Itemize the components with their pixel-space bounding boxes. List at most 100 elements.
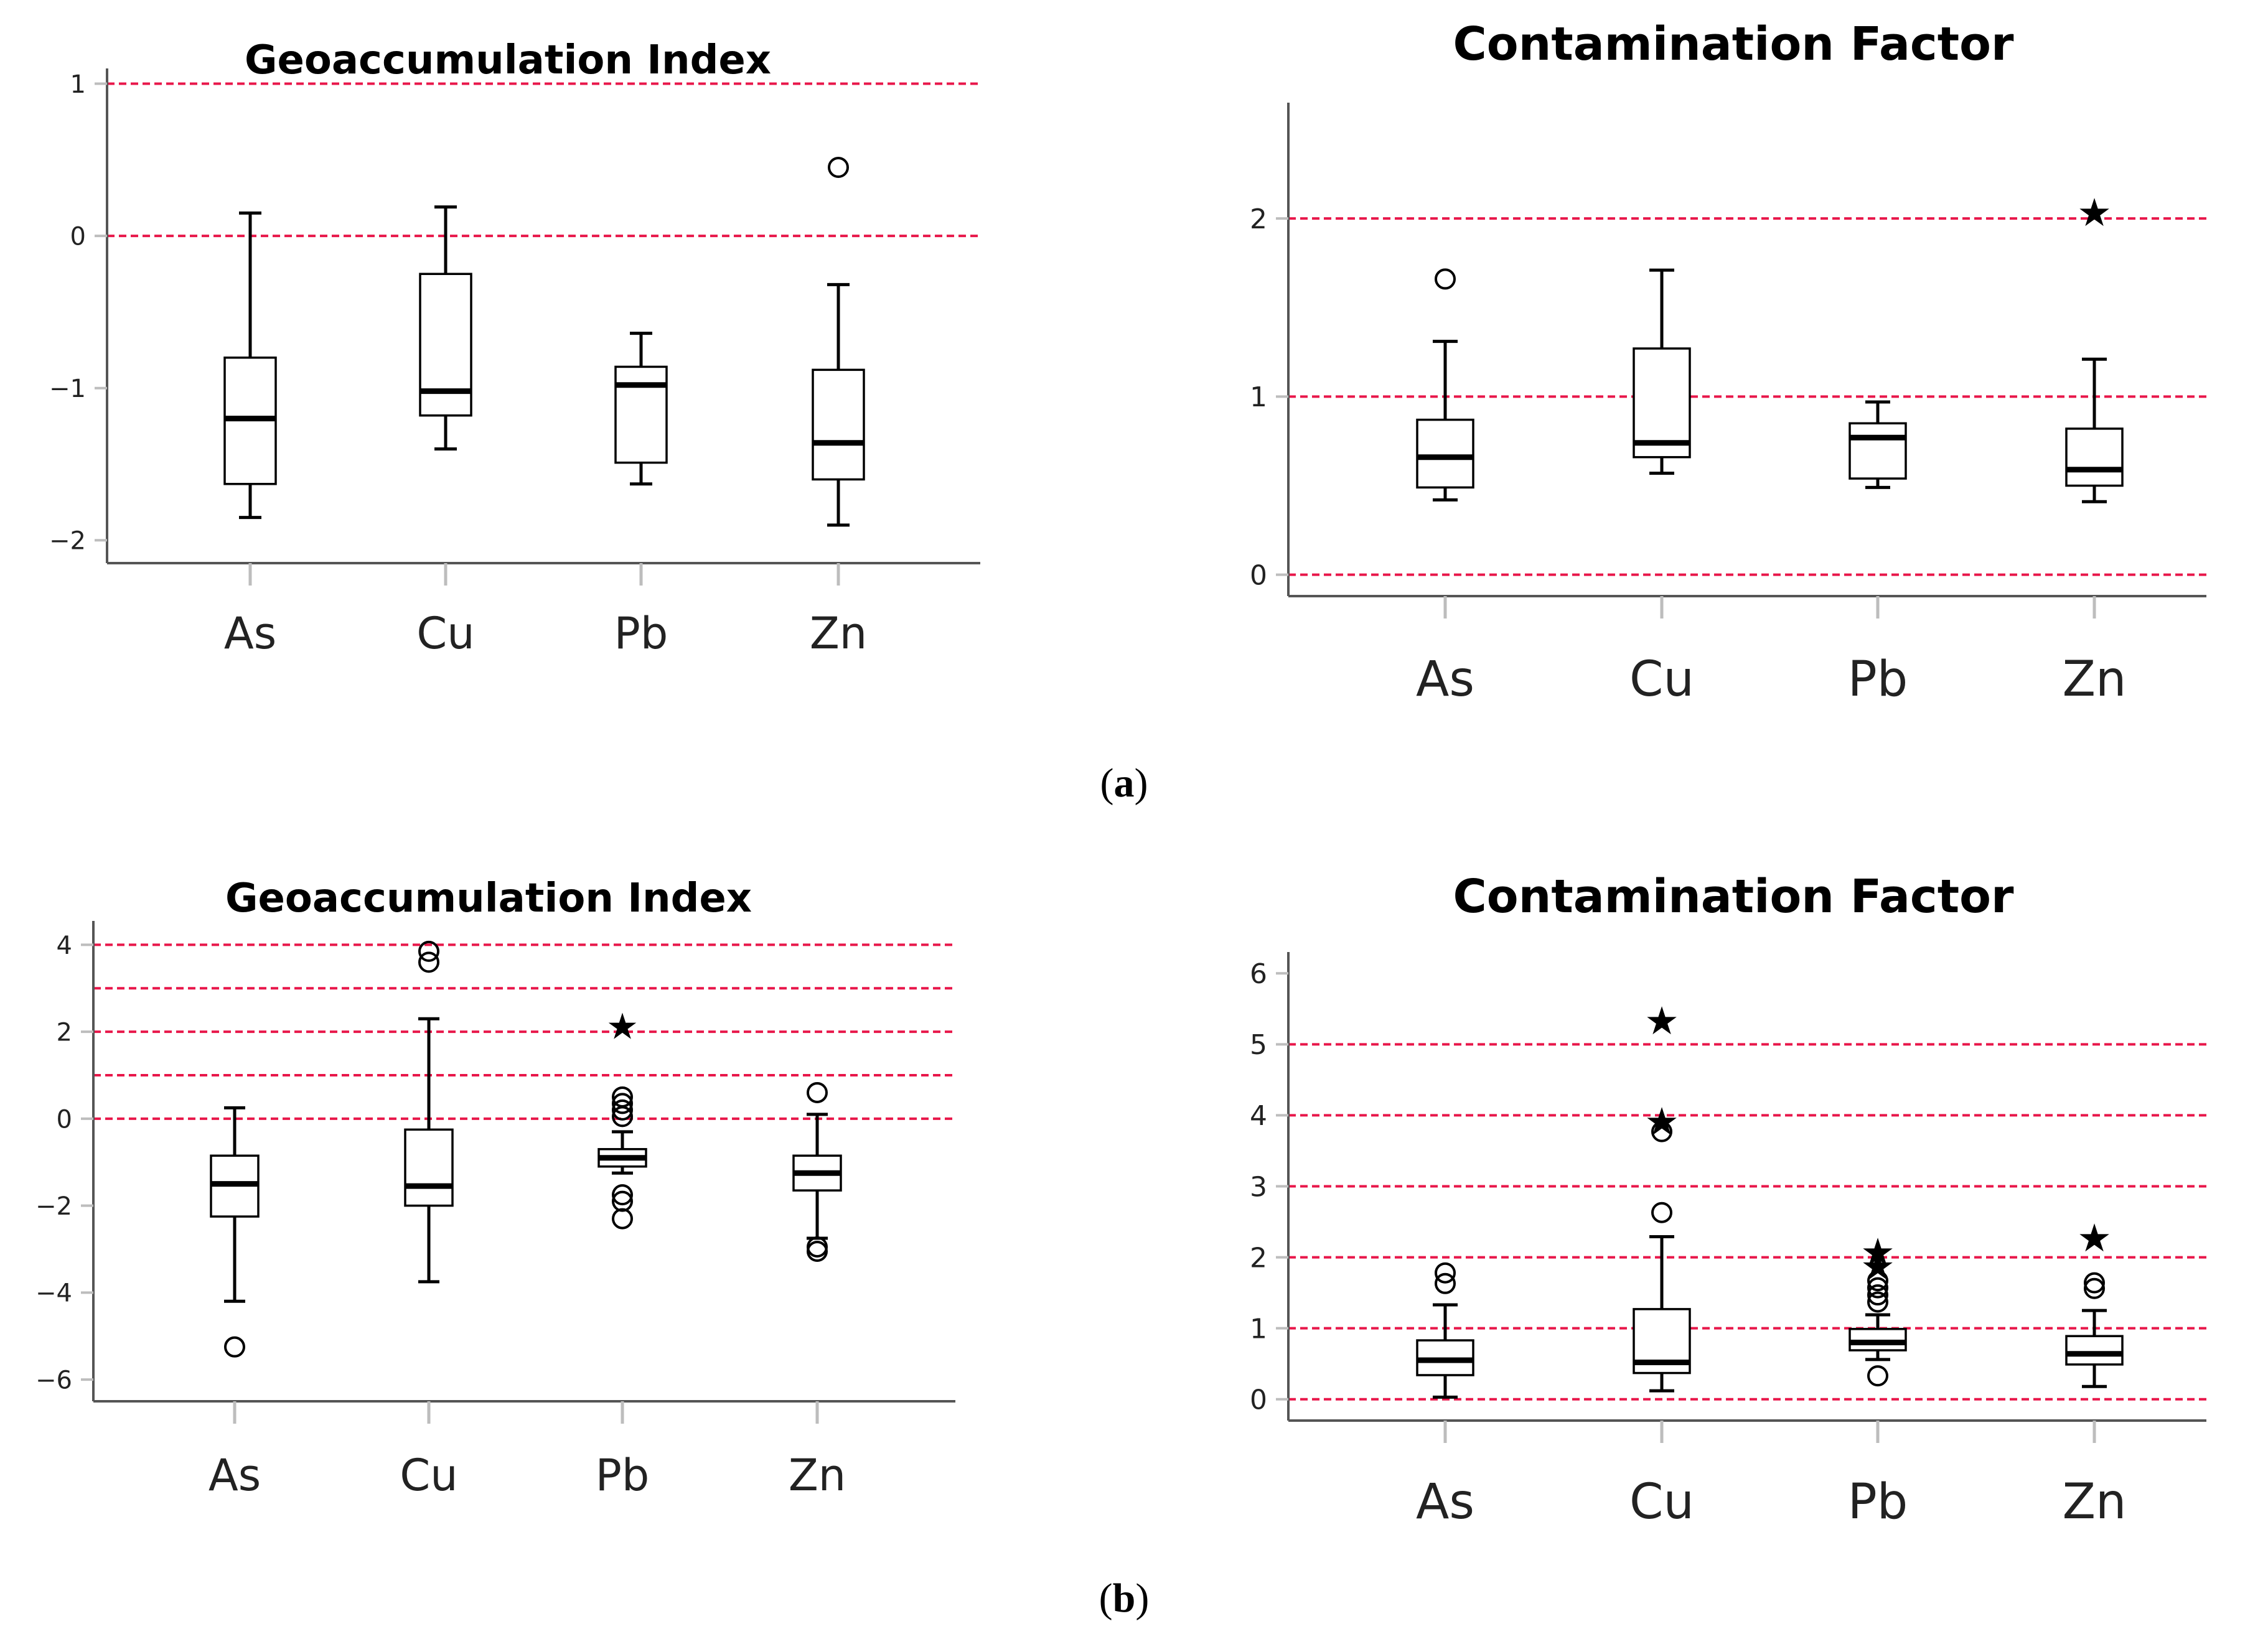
category-label-as: As (1416, 1474, 1474, 1530)
y-tick-label: 1 (1250, 1314, 1267, 1345)
box-as (1416, 1262, 1474, 1399)
outlier-point (1435, 1262, 1456, 1284)
box-zn (792, 1081, 842, 1262)
chart-a-geoaccumulation-index: Geoaccumulation Index −2 −1 0 1 As Cu Pb Zn (49, 37, 980, 659)
box-zn: ★ (2065, 190, 2124, 503)
y-tick-label: −6 (35, 1366, 72, 1394)
chart-title: Geoaccumulation Index (225, 875, 752, 922)
extreme-point: ★ (2077, 190, 2112, 235)
chart-title: Geoaccumulation Index (245, 37, 771, 83)
y-tick-label: 5 (1250, 1029, 1267, 1061)
box-as (210, 1106, 260, 1358)
box-zn (812, 157, 865, 527)
outlier-point (418, 940, 439, 962)
category-label-pb: Pb (1848, 1474, 1908, 1530)
box-cu (404, 940, 454, 1284)
outlier-point (2084, 1272, 2105, 1294)
chart-title: Contamination Factor (1453, 870, 2014, 923)
outlier-point (1435, 268, 1456, 290)
box-zn: ★ (2065, 1215, 2124, 1388)
outlier-point (612, 1093, 633, 1114)
outlier-point (1651, 1202, 1672, 1223)
category-label-zn: Zn (2063, 1474, 2127, 1530)
box-cu (419, 205, 472, 451)
iqr-box (2065, 427, 2124, 487)
outlier-point (1435, 1272, 1456, 1294)
extreme-point: ★ (2077, 1215, 2112, 1261)
chart-title: Contamination Factor (1453, 17, 2014, 71)
box-as (1416, 268, 1474, 502)
box-pb: ★★ (1849, 1230, 1907, 1387)
category-label-as: As (224, 608, 276, 659)
box-pb (614, 332, 668, 486)
outlier-point (807, 1236, 828, 1258)
y-tick-label: 2 (1250, 1242, 1267, 1274)
y-tick-label: 6 (1250, 958, 1267, 990)
outlier-point (1867, 1284, 1888, 1306)
category-label-zn: Zn (2063, 651, 2127, 707)
iqr-box (812, 368, 865, 481)
category-label-as: As (209, 1450, 261, 1501)
category-label-cu: Cu (416, 608, 474, 659)
outlier-point (1867, 1277, 1888, 1299)
y-tick-label: 0 (57, 1105, 72, 1134)
y-tick-label: 0 (70, 222, 86, 251)
box-pb: ★ (597, 1006, 647, 1230)
chart-a-contamination-factor: Contamination Factor 0 1 2 As Cu Pb Zn ★ (1250, 17, 2206, 707)
extreme-point: ★ (606, 1006, 639, 1048)
outlier-point (612, 1086, 633, 1108)
category-label-zn: Zn (810, 608, 867, 659)
y-tick-label: 3 (1250, 1171, 1267, 1203)
extreme-point: ★ (1860, 1230, 1895, 1275)
outlier-point (612, 1184, 633, 1206)
extreme-point: ★ (1860, 1244, 1895, 1289)
outlier-point (612, 1099, 633, 1121)
y-tick-label: 0 (1250, 559, 1267, 591)
y-tick-label: −4 (35, 1279, 72, 1308)
category-label-pb: Pb (614, 608, 668, 659)
panel-label-a: (a) (1100, 760, 1148, 806)
category-label-cu: Cu (1629, 1474, 1694, 1530)
outlier-point (418, 951, 439, 973)
iqr-box (614, 365, 668, 464)
outlier-point (1651, 1121, 1672, 1142)
iqr-box (1849, 422, 1907, 480)
outlier-point (2084, 1277, 2105, 1299)
y-tick-label: 2 (57, 1019, 72, 1047)
box-pb (1849, 400, 1907, 489)
y-tick-label: −1 (49, 375, 86, 403)
category-label-pb: Pb (596, 1450, 650, 1501)
iqr-box (1849, 1328, 1907, 1352)
y-tick-label: 2 (1250, 203, 1267, 235)
panel-label-b: (b) (1099, 1576, 1150, 1621)
outlier-point (1867, 1365, 1888, 1387)
category-label-as: As (1416, 651, 1474, 707)
y-tick-label: 4 (1250, 1100, 1267, 1132)
category-label-zn: Zn (789, 1450, 846, 1501)
y-tick-label: 0 (1250, 1384, 1267, 1416)
extreme-point: ★ (1644, 998, 1679, 1043)
y-tick-label: −2 (49, 527, 86, 556)
category-label-cu: Cu (1629, 651, 1694, 707)
y-tick-label: 1 (70, 70, 86, 99)
y-tick-label: −2 (35, 1192, 72, 1221)
box-cu: ★★ (1633, 998, 1691, 1393)
y-tick-label: 1 (1250, 381, 1267, 413)
outlier-point (1867, 1270, 1888, 1292)
category-label-cu: Cu (400, 1450, 457, 1501)
outlier-point (1867, 1291, 1888, 1313)
chart-b-geoaccumulation-index: Geoaccumulation Index −6 −4 −2 0 2 4 As Cu Pb Zn ★ (35, 875, 955, 1501)
outlier-point (612, 1208, 633, 1230)
box-cu (1633, 268, 1691, 475)
outlier-point (807, 1081, 828, 1103)
category-label-pb: Pb (1848, 651, 1908, 707)
iqr-box (2065, 1335, 2124, 1366)
iqr-box (1416, 418, 1474, 489)
box-as (223, 211, 277, 520)
extreme-point: ★ (1644, 1099, 1679, 1144)
iqr-box (1633, 347, 1691, 459)
outlier-point (828, 157, 849, 178)
outlier-point (224, 1336, 245, 1358)
